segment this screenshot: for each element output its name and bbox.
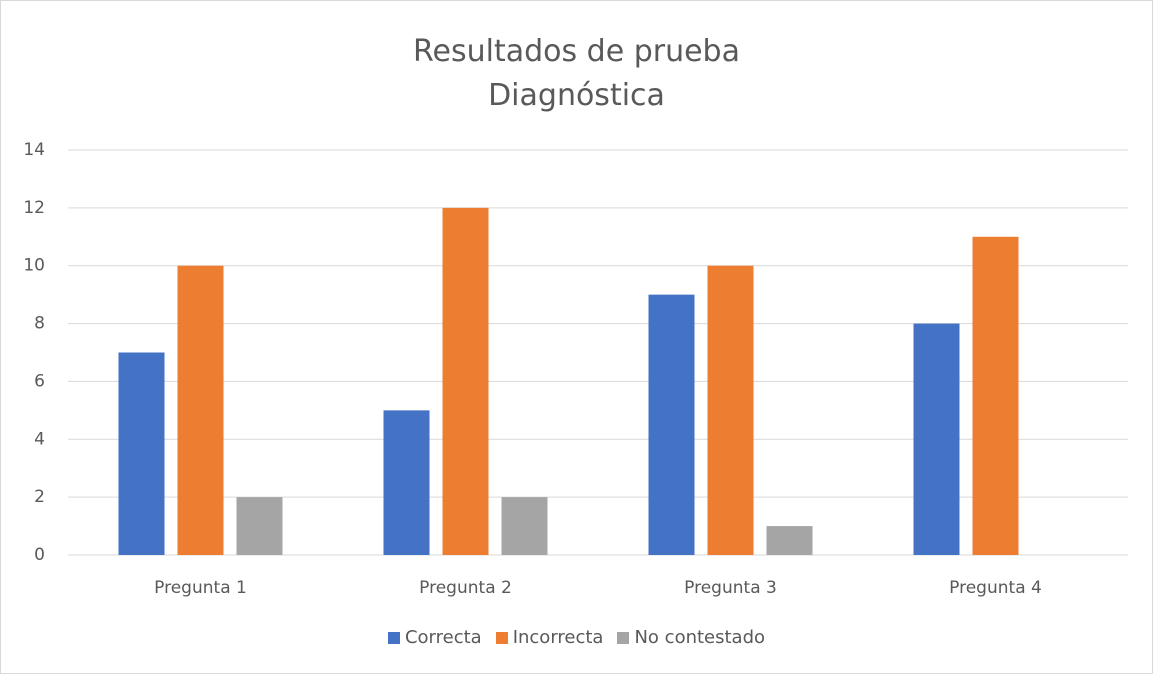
y-tick-label: 0 — [34, 545, 45, 565]
x-tick-label: Pregunta 4 — [949, 578, 1042, 598]
bar — [766, 526, 813, 555]
bar — [177, 265, 224, 555]
legend-item: Incorrecta — [495, 627, 604, 648]
bar — [972, 236, 1019, 556]
legend-item: No contestado — [617, 627, 765, 648]
bar — [236, 497, 283, 555]
y-tick-label: 4 — [34, 429, 45, 449]
legend: Correcta Incorrecta No contestado — [0, 627, 1153, 648]
bar — [648, 294, 695, 555]
bar — [383, 410, 430, 555]
y-tick-label: 12 — [23, 198, 45, 218]
y-tick-label: 14 — [23, 140, 45, 160]
legend-swatch — [617, 631, 630, 644]
bar — [707, 265, 754, 555]
bar — [118, 352, 165, 555]
y-tick-label: 6 — [34, 371, 45, 391]
chart-title: Resultados de prueba Diagnóstica — [413, 34, 740, 113]
legend-label: No contestado — [634, 627, 766, 648]
y-tick-label: 8 — [34, 314, 45, 334]
legend-label: Correcta — [404, 627, 482, 648]
legend-label: Incorrecta — [512, 627, 604, 648]
x-tick-label: Pregunta 3 — [684, 578, 777, 598]
y-tick-label: 2 — [34, 487, 45, 507]
legend-swatch — [387, 631, 400, 644]
bar — [501, 497, 548, 555]
x-tick-label: Pregunta 2 — [419, 578, 512, 598]
bar — [913, 323, 960, 555]
title-box: Resultados de prueba Diagnóstica — [0, 30, 1153, 118]
legend-swatch — [495, 631, 508, 644]
x-tick-label: Pregunta 1 — [154, 578, 247, 598]
y-tick-label: 10 — [23, 256, 45, 276]
bar — [442, 207, 489, 555]
legend-item: Correcta — [387, 627, 482, 648]
